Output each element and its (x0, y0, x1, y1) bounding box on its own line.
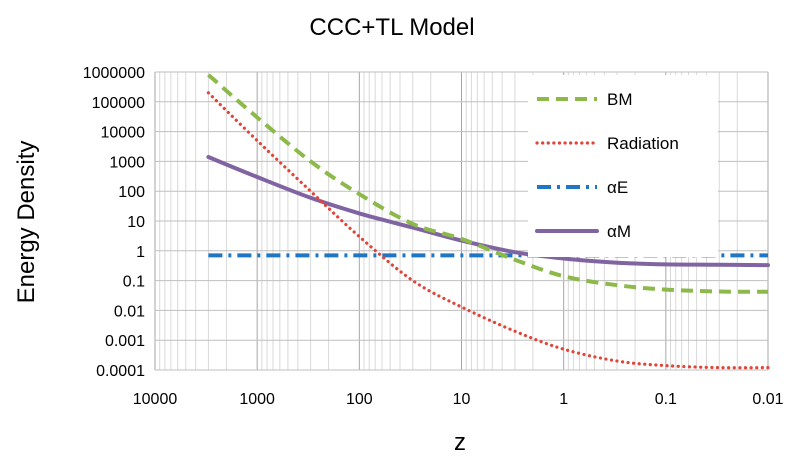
y-tick-label: 0.001 (105, 333, 145, 350)
y-axis-title: Energy Density (13, 141, 40, 304)
series-layer (206, 73, 770, 370)
x-tick-label: 10000 (133, 391, 178, 408)
y-tick-label: 1 (136, 244, 145, 261)
y-tick-label: 100000 (92, 95, 145, 112)
y-tick-label: 0.01 (114, 303, 145, 320)
y-tick-label: 1000000 (83, 65, 145, 82)
y-tick-label: 0.1 (123, 274, 145, 291)
x-tick-labels: 10000 1000 100 10 1 0.1 0.01 (133, 391, 784, 408)
legend: BM Radiation αE αM (528, 75, 718, 257)
x-tick-label: 0.1 (655, 391, 677, 408)
series-line-1 (207, 73, 769, 294)
y-tick-label: 100 (118, 184, 145, 201)
y-tick-label: 0.0001 (96, 363, 145, 380)
chart-title: CCC+TL Model (309, 14, 474, 41)
series-line-2 (206, 91, 770, 370)
y-tick-label: 10000 (101, 125, 146, 142)
y-tick-labels: 1000000 100000 10000 1000 100 10 1 0.1 0.01 0.001… (83, 65, 145, 380)
x-tick-label: 0.01 (752, 391, 783, 408)
legend-label: αM (607, 222, 631, 241)
x-tick-label: 100 (346, 391, 373, 408)
legend-box (528, 75, 718, 257)
y-tick-label: 1000 (109, 154, 145, 171)
legend-label: Radiation (607, 134, 679, 153)
x-tick-label: 1 (559, 391, 568, 408)
x-tick-label: 10 (453, 391, 471, 408)
legend-label: αE (607, 178, 628, 197)
x-axis-title: z (454, 429, 466, 456)
series-line-4 (206, 155, 770, 268)
y-tick-label: 10 (127, 214, 145, 231)
legend-label: BM (607, 90, 633, 109)
x-tick-label: 1000 (239, 391, 275, 408)
